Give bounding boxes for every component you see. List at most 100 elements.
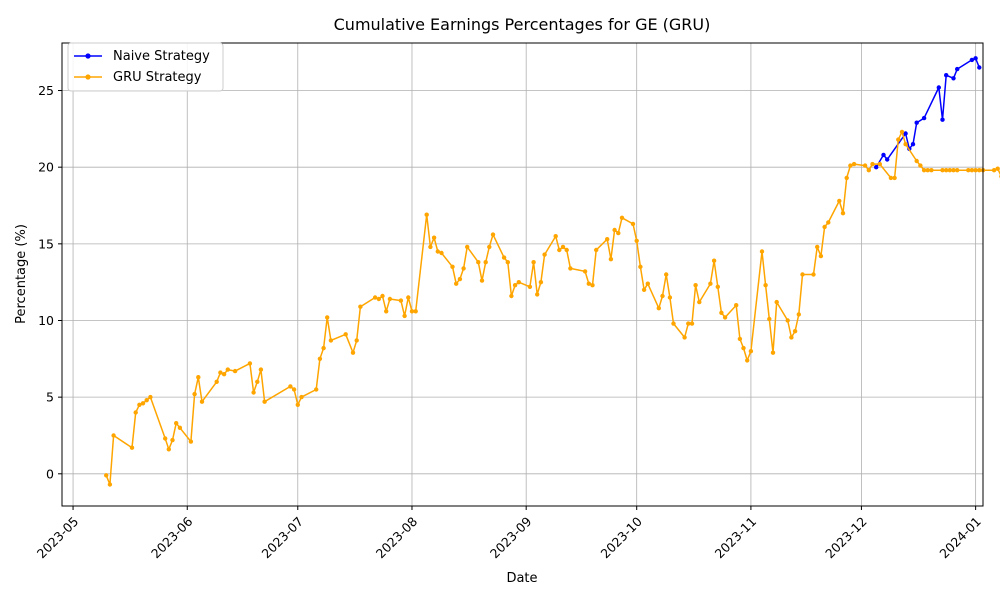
gru-data-point — [715, 284, 720, 289]
gru-data-point — [148, 394, 153, 400]
gru-data-point — [955, 168, 960, 173]
naive-data-point — [921, 115, 927, 121]
y-tick-label: 0 — [46, 466, 54, 481]
gru-data-point — [697, 299, 702, 305]
naive-series-line — [875, 57, 980, 168]
gru-data-point — [564, 247, 569, 253]
gru-data-point — [214, 379, 219, 384]
gru-data-point — [748, 349, 754, 354]
gru-data-point — [811, 272, 816, 277]
series-layer — [104, 56, 1000, 487]
gru-data-point — [914, 158, 919, 164]
y-tick-label: 20 — [38, 160, 54, 175]
legend-box — [67, 42, 224, 92]
gru-data-point — [800, 272, 805, 277]
gru-data-point — [892, 175, 897, 181]
gru-data-point — [384, 309, 389, 314]
gru-data-point — [439, 250, 444, 256]
gru-data-point — [568, 266, 573, 271]
gru-data-point — [645, 281, 650, 286]
gru-data-point — [770, 350, 776, 355]
gru-data-point — [763, 283, 768, 288]
gru-data-point — [299, 394, 304, 400]
gru-data-point — [144, 398, 149, 403]
gru-data-point — [918, 163, 923, 168]
gru-data-point — [553, 234, 558, 239]
gru-data-point — [951, 168, 956, 173]
gru-data-point — [501, 255, 507, 260]
gru-data-point — [557, 247, 562, 253]
y-axis-label: Percentage (%) — [14, 224, 29, 324]
gru-data-point — [656, 306, 661, 311]
gru-data-point — [634, 238, 639, 243]
gru-data-point — [350, 350, 356, 355]
naive-data-point — [951, 76, 956, 81]
gru-data-point — [977, 168, 982, 173]
x-axis-label: Date — [506, 571, 537, 586]
gru-data-point — [170, 437, 175, 443]
naive-data-point — [969, 57, 975, 63]
gru-data-point — [221, 372, 227, 377]
gru-data-point — [450, 264, 455, 269]
legend-naive-marker — [85, 53, 91, 59]
grid-layer — [62, 43, 983, 506]
naive-data-point — [977, 65, 982, 70]
legend-naive-label: Naive Strategy — [113, 49, 210, 64]
gru-data-point — [660, 293, 665, 299]
gru-data-point — [509, 293, 514, 299]
gru-data-point — [866, 168, 871, 173]
gru-data-point — [848, 163, 853, 168]
gru-data-point — [837, 198, 842, 204]
gru-data-point — [840, 211, 846, 216]
gru-data-point — [317, 356, 323, 361]
gru-data-point — [822, 224, 827, 230]
gru-data-point — [590, 283, 595, 288]
gru-data-point — [586, 281, 591, 286]
gru-data-point — [925, 168, 930, 173]
gru-data-point — [251, 390, 256, 395]
gru-data-point — [888, 175, 894, 181]
gru-data-point — [896, 137, 901, 142]
gru-data-point — [192, 391, 197, 397]
gru-data-point — [428, 244, 433, 250]
gru-data-point — [314, 387, 319, 392]
gru-data-point — [435, 249, 440, 254]
gru-data-point — [137, 402, 142, 407]
naive-data-point — [944, 73, 949, 78]
gru-data-point — [262, 399, 267, 404]
naive-data-point — [881, 152, 886, 158]
gru-data-point — [944, 168, 949, 173]
gru-data-point — [218, 370, 223, 375]
gru-data-point — [454, 281, 459, 286]
gru-data-point — [995, 166, 1000, 171]
gru-data-point — [792, 329, 798, 334]
gru-data-point — [163, 436, 168, 441]
gru-data-point — [991, 168, 997, 173]
gru-data-point — [693, 283, 698, 288]
gru-data-point — [358, 304, 363, 309]
legend: Naive Strategy GRU Strategy — [67, 42, 224, 92]
gru-data-point — [479, 278, 485, 283]
gru-data-point — [325, 315, 330, 320]
gru-data-point — [719, 310, 724, 315]
naive-data-point — [936, 85, 941, 90]
gru-data-point — [741, 345, 746, 351]
gru-data-point — [476, 260, 481, 265]
gru-data-point — [291, 387, 297, 392]
gru-data-point — [177, 425, 183, 430]
gru-data-point — [608, 257, 614, 262]
gru-data-point — [487, 244, 492, 250]
gru-data-point — [129, 445, 135, 450]
gru-data-point — [903, 142, 908, 147]
gru-data-point — [641, 287, 647, 292]
gru-data-point — [413, 309, 418, 314]
gru-data-point — [538, 280, 544, 285]
y-tick-label: 5 — [46, 390, 54, 405]
gru-data-point — [686, 321, 691, 326]
gru-data-point — [288, 384, 293, 389]
gru-data-point — [387, 296, 393, 302]
plot-frame — [61, 42, 984, 507]
gru-data-point — [354, 338, 359, 343]
gru-data-point — [255, 379, 260, 384]
